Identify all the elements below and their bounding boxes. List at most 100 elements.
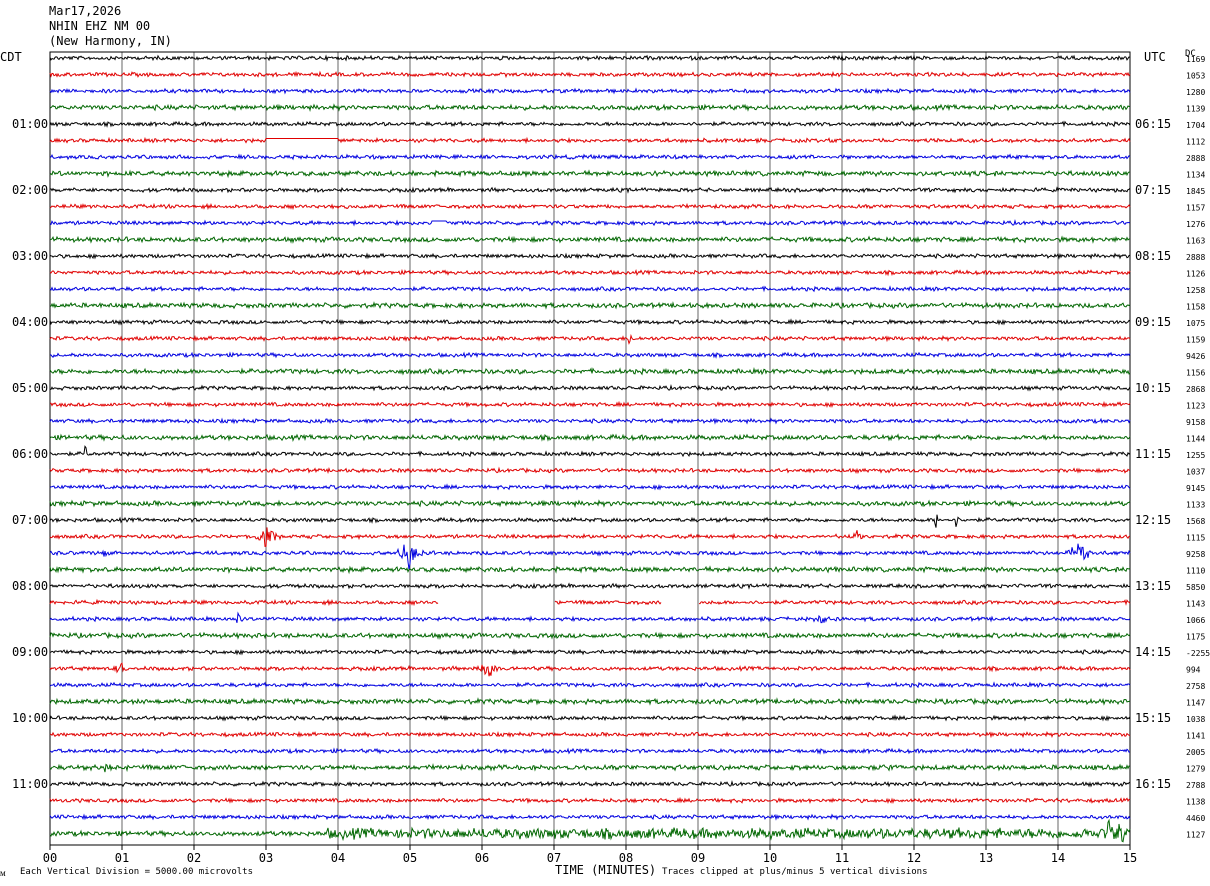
x-tick-label: 06 — [475, 851, 489, 865]
dc-offset-label: 1123 — [1186, 402, 1205, 411]
trace-line — [49, 367, 1131, 376]
trace-line — [49, 598, 439, 607]
trace-line — [49, 268, 1131, 277]
trace-line — [699, 599, 1131, 606]
dc-offset-label: 1143 — [1186, 600, 1205, 609]
trace-line — [49, 202, 1131, 211]
trace-line — [49, 301, 1131, 310]
x-tick-label: 13 — [979, 851, 993, 865]
left-hour-label: 11:00 — [12, 777, 48, 791]
trace-line — [49, 714, 1131, 722]
dc-offset-label: 1175 — [1186, 633, 1205, 642]
trace-line — [49, 483, 1131, 491]
right-hour-label: 06:15 — [1135, 117, 1171, 131]
trace-line — [49, 252, 1131, 260]
grid — [49, 51, 1131, 850]
dc-offset-label: 1075 — [1186, 319, 1205, 328]
trace-line — [49, 351, 1131, 359]
trace-line — [49, 219, 1131, 227]
dc-offset-label: 9426 — [1186, 352, 1205, 361]
header-station: NHIN EHZ NM 00 — [49, 19, 151, 33]
trace-line — [49, 499, 1131, 509]
dc-offset-label: 1127 — [1186, 831, 1205, 840]
trace-line — [49, 631, 1131, 640]
x-tick-label: 10 — [763, 851, 777, 865]
x-tick-label: 08 — [619, 851, 633, 865]
right-hour-label: 10:15 — [1135, 381, 1171, 395]
dc-offset-label: 5850 — [1186, 583, 1205, 592]
left-hour-label: 07:00 — [12, 513, 48, 527]
trace-line — [49, 87, 1131, 95]
left-hour-label: 08:00 — [12, 579, 48, 593]
dc-offset-label: 1112 — [1186, 138, 1205, 147]
trace-line — [49, 417, 1131, 425]
right-hour-label: 09:15 — [1135, 315, 1171, 329]
right-hour-label: 12:15 — [1135, 513, 1171, 527]
x-tick-label: 01 — [115, 851, 129, 865]
dc-offset-label: 1279 — [1186, 765, 1205, 774]
dc-offset-label: 1159 — [1186, 336, 1205, 345]
x-tick-label: 02 — [187, 851, 201, 865]
dc-offset-label: 1126 — [1186, 270, 1205, 279]
trace-line — [49, 153, 1131, 161]
x-tick-label: 07 — [547, 851, 561, 865]
traces — [49, 54, 1131, 843]
trace-line — [49, 466, 1131, 475]
dc-header: DC — [1185, 49, 1196, 59]
right-hour-label: 13:15 — [1135, 579, 1171, 593]
x-tick-label: 03 — [259, 851, 273, 865]
dc-offset-label: 4460 — [1186, 814, 1205, 823]
clip-note: Traces clipped at plus/minus 5 vertical … — [662, 867, 928, 877]
trace-line — [49, 186, 1131, 194]
dc-offset-label: 1139 — [1186, 105, 1205, 114]
trace-line — [49, 611, 1131, 624]
trace-line — [49, 662, 1131, 677]
x-tick-label: 04 — [331, 851, 345, 865]
left-hour-label: 06:00 — [12, 447, 48, 461]
dc-offset-label: 1568 — [1186, 517, 1205, 526]
right-hour-label: 15:15 — [1135, 711, 1171, 725]
dc-offset-label: 1147 — [1186, 699, 1205, 708]
right-hour-label: 08:15 — [1135, 249, 1171, 263]
trace-line — [49, 763, 1131, 773]
trace-line — [49, 318, 1131, 326]
dc-offset-label: 1276 — [1186, 220, 1205, 229]
dc-offset-label: 1037 — [1186, 468, 1205, 477]
dc-offset-label: 1115 — [1186, 534, 1205, 543]
trace-line — [49, 235, 1130, 244]
x-tick-label: 11 — [835, 851, 849, 865]
dc-offset-label: 1138 — [1186, 798, 1205, 807]
dc-offset-label: 2888 — [1186, 253, 1205, 262]
dc-offset-label: 2888 — [1186, 154, 1205, 163]
trace-line — [49, 818, 1131, 843]
dc-offset-label: 1845 — [1186, 187, 1205, 196]
left-hour-label: 02:00 — [12, 183, 48, 197]
x-tick-label: 15 — [1123, 851, 1137, 865]
trace-line — [49, 169, 1131, 179]
left-hour-label: 09:00 — [12, 645, 48, 659]
trace-line — [49, 527, 1131, 548]
trace-line — [49, 796, 1131, 805]
dc-offset-label: -2255 — [1186, 649, 1210, 658]
corner-mark: ᴍ — [0, 869, 6, 879]
right-hour-label: 16:15 — [1135, 777, 1171, 791]
trace-line — [49, 747, 1130, 755]
x-tick-label: 12 — [907, 851, 921, 865]
trace-line — [49, 445, 1131, 458]
x-tick-label: 09 — [691, 851, 705, 865]
trace-line — [49, 813, 1131, 821]
dc-offset-label: 2005 — [1186, 748, 1205, 757]
left-hour-label: 01:00 — [12, 117, 48, 131]
trace-line — [49, 582, 1131, 590]
trace-line — [49, 285, 1131, 293]
right-hour-label: 14:15 — [1135, 645, 1171, 659]
dc-offset-label: 1280 — [1186, 88, 1205, 97]
dc-offset-label: 1038 — [1186, 715, 1205, 724]
trace-line — [49, 120, 1131, 128]
dc-offset-label: 2788 — [1186, 781, 1205, 790]
trace-line — [49, 70, 1131, 79]
trace-line — [49, 333, 1131, 345]
trace-line — [49, 136, 1131, 145]
trace-line — [49, 648, 1131, 656]
